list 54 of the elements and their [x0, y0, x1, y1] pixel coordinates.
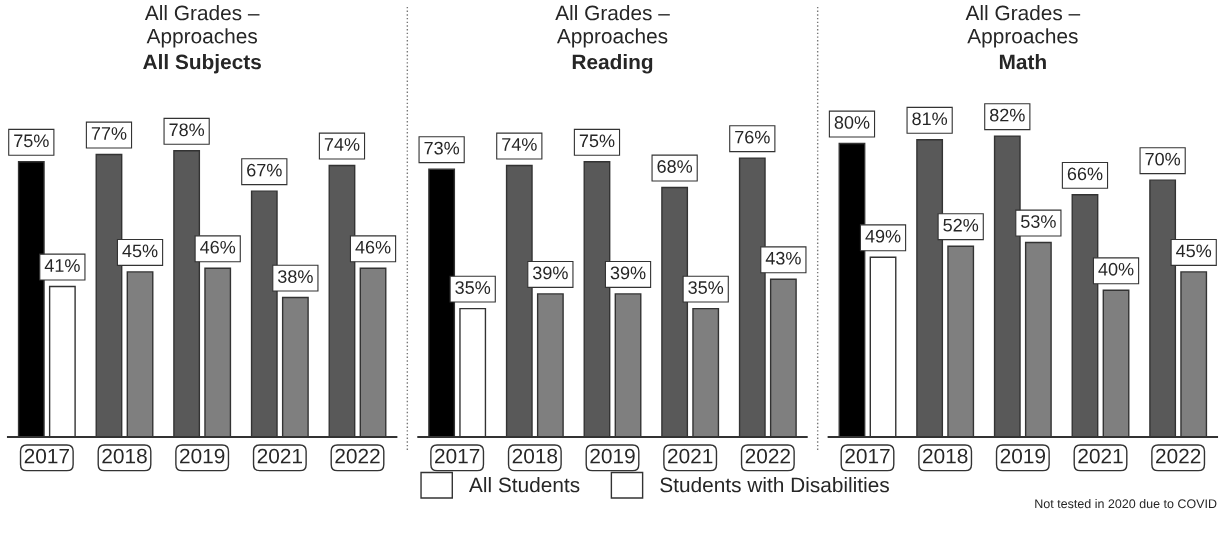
data-label: 66% [1067, 167, 1103, 181]
data-label: 74% [502, 138, 537, 151]
x-tick-label: 2017 [845, 448, 890, 464]
data-label: 80% [834, 116, 870, 129]
x-tick-label: 2022 [745, 448, 790, 464]
data-label: 40% [1098, 262, 1134, 276]
x-tick-label: 2017 [435, 448, 480, 464]
x-tick-label: 2019 [180, 448, 225, 464]
data-label: 45% [122, 244, 158, 258]
data-label: 38% [277, 270, 313, 283]
chart-title: All Grades – Approaches [144, 5, 260, 48]
chart-subtitle: All Subjects [143, 54, 261, 74]
data-label: 39% [532, 266, 568, 280]
data-label: 70% [1145, 152, 1181, 166]
data-label: 75% [14, 134, 49, 148]
x-tick-label: 2021 [1078, 448, 1123, 464]
data-label: 35% [455, 281, 491, 294]
data-label: 82% [990, 108, 1025, 122]
x-tick-label: 2019 [590, 448, 635, 464]
data-label: 35% [688, 281, 724, 294]
chart-title: All Grades – Approaches [555, 5, 670, 48]
text: Not tested in 2020 due to COVID [1035, 498, 1217, 509]
data-label: 78% [169, 123, 205, 137]
x-tick-label: 2021 [668, 448, 713, 464]
x-tick-label: 2022 [335, 448, 380, 464]
data-label: 81% [912, 112, 948, 126]
data-label: 39% [610, 266, 646, 280]
x-tick-label: 2018 [923, 448, 968, 464]
data-label: 53% [1021, 215, 1056, 228]
data-label: 46% [200, 240, 236, 254]
chart-title: All Grades – Approaches [965, 5, 1081, 48]
x-tick-label: 2019 [1000, 448, 1046, 464]
data-label: 74% [324, 138, 360, 151]
chart-subtitle: Reading [572, 54, 653, 74]
x-tick-label: 2021 [257, 448, 302, 464]
data-label: 73% [424, 141, 460, 155]
data-label: 75% [579, 134, 615, 148]
data-label: 49% [865, 229, 901, 243]
data-label: 67% [247, 163, 282, 177]
data-label: 68% [657, 160, 693, 173]
legend-label: All Students [469, 477, 580, 493]
x-tick-label: 2018 [512, 448, 558, 464]
legend-label: Students with Disabilities [660, 477, 889, 493]
data-label: 46% [355, 240, 391, 254]
data-label: 41% [44, 259, 80, 272]
data-label: 52% [943, 218, 979, 232]
chart-subtitle: Math [999, 54, 1046, 70]
data-label: 77% [91, 127, 127, 140]
data-label: 43% [765, 251, 801, 265]
x-tick-label: 2018 [102, 448, 147, 464]
data-label: 76% [735, 130, 770, 144]
data-label: 45% [1176, 244, 1212, 258]
x-tick-label: 2017 [24, 448, 69, 464]
x-tick-label: 2022 [1156, 448, 1201, 464]
